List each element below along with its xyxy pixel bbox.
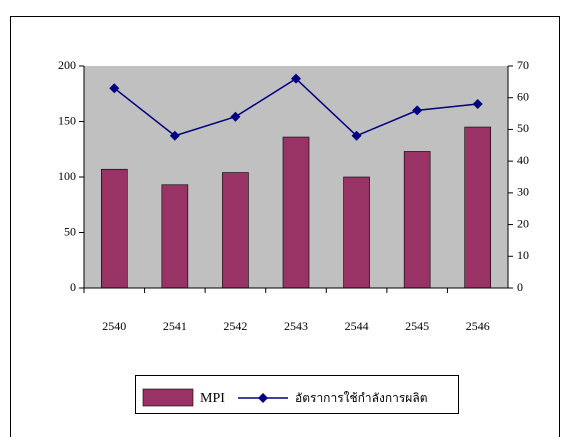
bar (343, 176, 370, 289)
x-tick-label: 2545 (405, 319, 429, 333)
x-tick-label: 2546 (466, 319, 490, 333)
line-marker (351, 130, 362, 141)
y-tick-label: 50 (64, 224, 76, 238)
line-marker (230, 111, 241, 122)
legend-label: อัตราการใช้กำลังการผลิต (295, 391, 427, 405)
x-tick-label: 2544 (345, 319, 369, 333)
x-tick-label: 2540 (102, 319, 126, 333)
y-tick-label: 150 (58, 113, 76, 127)
y2-tick-label: 50 (517, 121, 529, 135)
y2-tick-label: 30 (517, 185, 529, 199)
y2-tick-label: 40 (517, 153, 529, 167)
legend-marker (258, 393, 268, 403)
bar (222, 172, 249, 289)
y-tick-label: 100 (58, 169, 76, 183)
legend-label: MPI (200, 391, 225, 406)
x-tick-label: 2542 (223, 319, 247, 333)
line-marker (169, 130, 180, 141)
x-tick-label: 2541 (163, 319, 187, 333)
legend-swatch (142, 388, 194, 407)
y-tick-label: 0 (70, 280, 76, 294)
bar (403, 151, 431, 289)
y2-tick-label: 10 (517, 248, 529, 262)
bar (464, 126, 492, 289)
x-tick-label: 2543 (284, 319, 308, 333)
y-tick-label: 200 (58, 58, 76, 72)
y2-tick-label: 70 (517, 58, 529, 72)
line-marker (109, 83, 120, 94)
bar (282, 136, 310, 289)
y2-tick-label: 60 (517, 89, 529, 103)
line-marker (291, 73, 301, 84)
line-marker (472, 99, 483, 110)
bar (161, 184, 189, 289)
bar (100, 168, 128, 289)
y2-tick-label: 20 (517, 216, 529, 230)
line-marker (412, 105, 423, 116)
y2-tick-label: 0 (517, 280, 523, 294)
